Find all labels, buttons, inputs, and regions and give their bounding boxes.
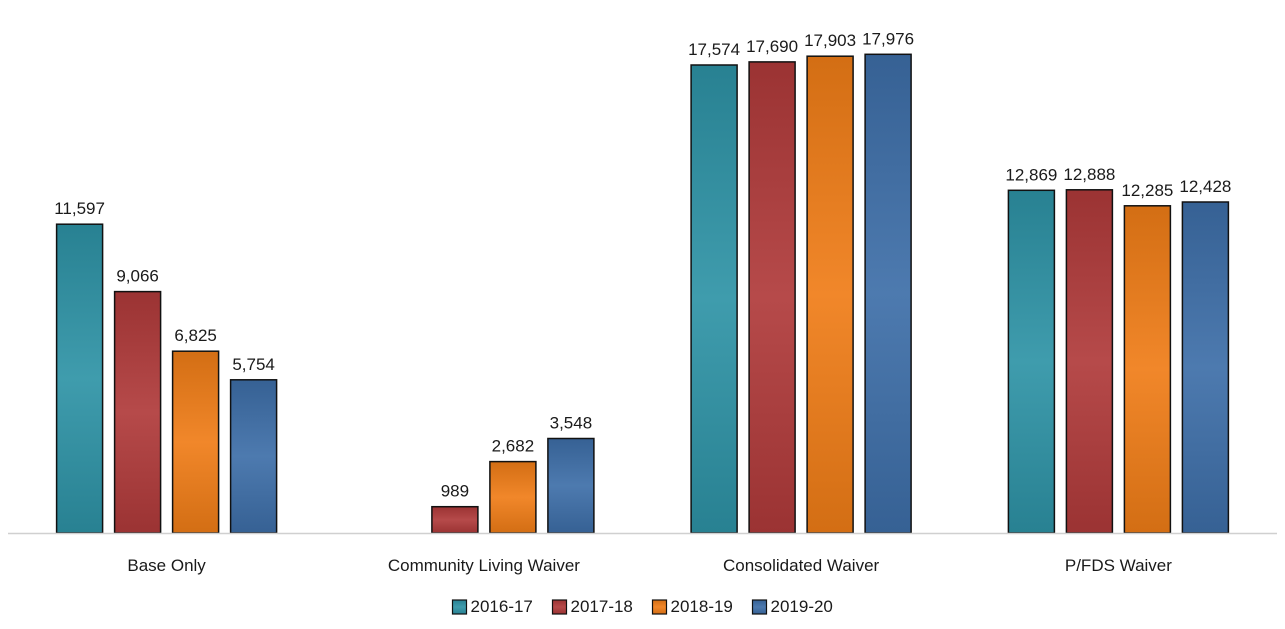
category-label: Community Living Waiver bbox=[388, 556, 580, 575]
category-label: P/FDS Waiver bbox=[1065, 556, 1172, 575]
legend-item-2018-19: 2018-19 bbox=[651, 597, 733, 616]
bar-consolidated-waiver-2017-18 bbox=[748, 61, 796, 534]
legend-swatch bbox=[551, 599, 568, 615]
legend-label: 2017-18 bbox=[571, 597, 633, 616]
bar-consolidated-waiver-2018-19 bbox=[806, 55, 854, 534]
legend-item-2016-17: 2016-17 bbox=[451, 597, 533, 616]
bar-p-fds-waiver-2019-20 bbox=[1181, 201, 1230, 534]
data-label: 17,976 bbox=[862, 29, 914, 48]
bar-p-fds-waiver-2018-19 bbox=[1123, 205, 1172, 534]
data-label: 12,428 bbox=[1179, 177, 1231, 196]
category-label: Base Only bbox=[127, 556, 206, 575]
data-label: 12,888 bbox=[1063, 165, 1115, 184]
data-label: 3,548 bbox=[550, 414, 593, 433]
data-label: 5,754 bbox=[232, 355, 275, 374]
bar-p-fds-waiver-2017-18 bbox=[1065, 189, 1114, 534]
bars-layer bbox=[55, 53, 1230, 534]
data-label: 17,690 bbox=[746, 37, 798, 56]
bar-community-living-waiver-2018-19 bbox=[489, 460, 537, 534]
legend: 2016-17 2017-18 2018-19 2019-20 bbox=[451, 597, 833, 616]
bar-p-fds-waiver-2016-17 bbox=[1007, 189, 1056, 534]
data-label: 17,903 bbox=[804, 31, 856, 50]
bar-base-only-2019-20 bbox=[229, 379, 278, 534]
data-label: 17,574 bbox=[688, 40, 740, 59]
data-label: 9,066 bbox=[116, 267, 159, 286]
legend-swatch bbox=[651, 599, 668, 615]
bar-base-only-2016-17 bbox=[55, 223, 104, 534]
data-label: 6,825 bbox=[174, 326, 217, 345]
data-label: 2,682 bbox=[492, 437, 535, 456]
value-labels-layer: 11,597 9,066 6,825 5,754 989 2,682 3,548 17,574… bbox=[54, 29, 1231, 500]
legend-label: 2018-19 bbox=[671, 597, 733, 616]
legend-label: 2019-20 bbox=[771, 597, 833, 616]
legend-item-2017-18: 2017-18 bbox=[551, 597, 633, 616]
category-label: Consolidated Waiver bbox=[723, 556, 880, 575]
bar-community-living-waiver-2017-18 bbox=[431, 505, 479, 534]
bar-base-only-2017-18 bbox=[113, 290, 162, 534]
legend-swatch bbox=[751, 599, 768, 615]
bar-consolidated-waiver-2016-17 bbox=[690, 64, 738, 534]
legend-label: 2016-17 bbox=[471, 597, 533, 616]
bar-base-only-2018-19 bbox=[171, 350, 220, 534]
bar-consolidated-waiver-2019-20 bbox=[864, 53, 912, 534]
legend-swatch bbox=[451, 599, 468, 615]
data-label: 11,597 bbox=[54, 199, 105, 218]
data-label: 12,869 bbox=[1005, 165, 1057, 184]
category-labels-layer: Base Only Community Living Waiver Consolid… bbox=[127, 556, 1172, 575]
legend-item-2019-20: 2019-20 bbox=[751, 597, 833, 616]
bar-community-living-waiver-2019-20 bbox=[547, 437, 595, 534]
data-label: 989 bbox=[441, 482, 469, 501]
data-label: 12,285 bbox=[1121, 181, 1173, 200]
